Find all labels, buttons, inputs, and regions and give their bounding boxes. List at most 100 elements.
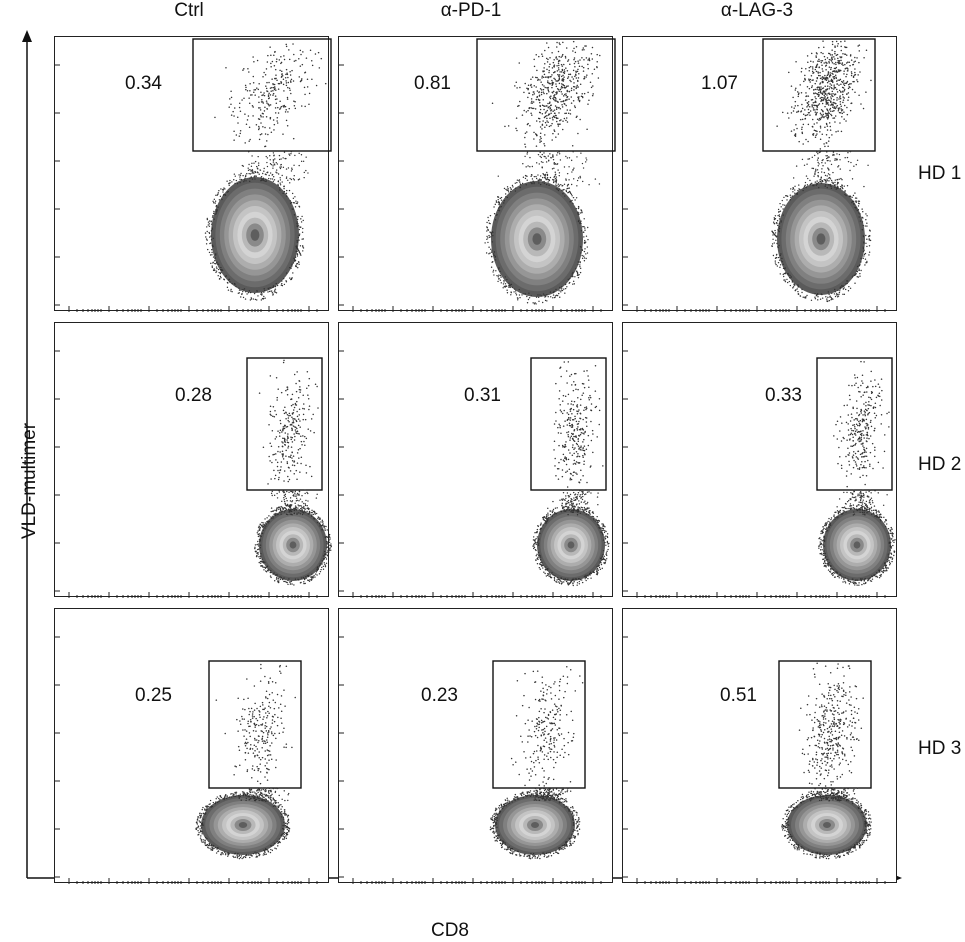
event-dot [309, 430, 312, 432]
event-dot [543, 519, 545, 522]
event-dot [215, 253, 217, 255]
event-dot [823, 94, 825, 97]
event-dot [825, 155, 827, 157]
event-dot [212, 245, 214, 248]
event-dot [807, 177, 809, 180]
event-dot [823, 46, 825, 49]
event-dot [287, 167, 290, 169]
event-dot [794, 133, 797, 135]
event-dot [210, 239, 213, 241]
event-dot [328, 539, 330, 541]
event-dot [270, 507, 273, 509]
event-dot [285, 177, 288, 179]
event-dot [555, 188, 558, 190]
event-dot [218, 199, 221, 201]
event-dot [583, 489, 585, 491]
event-dot [298, 234, 300, 237]
event-dot [824, 99, 827, 101]
event-dot [526, 151, 529, 153]
event-dot [592, 451, 594, 454]
event-dot [827, 114, 830, 117]
event-dot [826, 94, 828, 96]
event-dot [223, 187, 225, 189]
event-dot [572, 582, 574, 584]
event-dot [606, 535, 609, 538]
event-dot [327, 544, 330, 546]
event-dot [806, 106, 808, 108]
event-dot [586, 425, 588, 428]
event-dot [581, 498, 584, 501]
event-dot [538, 91, 541, 93]
event-dot [606, 550, 608, 553]
event-dot [557, 67, 560, 69]
panel-plot-area: 0.31 [339, 350, 610, 598]
event-dot [577, 455, 579, 457]
event-dot [549, 96, 551, 98]
event-dot [599, 54, 601, 57]
event-dot [828, 177, 830, 179]
event-dot [577, 212, 580, 214]
event-dot [821, 76, 824, 78]
event-dot [297, 432, 299, 435]
event-dot [206, 239, 208, 241]
event-dot [262, 75, 264, 78]
event-dot [562, 80, 565, 82]
event-dot [211, 244, 214, 246]
event-dot [263, 170, 265, 172]
event-dot [274, 288, 277, 290]
event-dot [271, 60, 274, 63]
event-dot [249, 168, 251, 171]
event-dot [834, 50, 836, 53]
event-dot [279, 469, 282, 471]
event-dot [514, 290, 517, 292]
event-dot [301, 63, 304, 66]
event-dot [296, 452, 299, 454]
event-dot [844, 40, 846, 42]
event-dot [326, 543, 328, 545]
event-dot [545, 157, 547, 159]
event-dot [598, 409, 601, 412]
event-dot [792, 110, 795, 112]
event-dot [552, 90, 555, 93]
event-dot [825, 133, 828, 136]
event-dot [834, 46, 836, 49]
event-dot [776, 242, 778, 245]
event-dot [282, 192, 284, 195]
event-dot [300, 510, 302, 512]
event-dot [851, 200, 854, 202]
event-dot [815, 52, 818, 54]
event-dot [239, 181, 241, 184]
event-dot [279, 166, 281, 168]
event-dot [324, 554, 326, 556]
event-dot [578, 99, 581, 102]
axis-ticks [339, 64, 602, 312]
event-dot [830, 96, 832, 98]
event-dot [583, 409, 585, 411]
event-dot [250, 297, 252, 299]
event-dot [281, 174, 283, 177]
event-dot [559, 409, 562, 411]
event-dot [583, 257, 586, 259]
event-dot [577, 132, 579, 135]
event-dot [281, 445, 284, 448]
event-dot [827, 168, 830, 170]
event-dot [555, 182, 557, 184]
event-dot [291, 459, 294, 462]
event-dot [573, 497, 575, 499]
event-dot [289, 266, 291, 269]
event-dot [561, 86, 564, 89]
event-dot [517, 105, 519, 107]
event-dot [221, 198, 223, 201]
event-dot [844, 190, 846, 192]
event-dot [567, 501, 570, 504]
event-dot [293, 509, 295, 512]
event-dot [566, 424, 568, 426]
event-dot [806, 294, 808, 297]
event-dot [823, 178, 825, 181]
event-dot [860, 269, 862, 272]
event-dot [256, 87, 258, 89]
event-dot [772, 254, 775, 257]
event-dot [521, 294, 523, 296]
event-dot [541, 153, 543, 156]
event-dot [554, 457, 556, 460]
